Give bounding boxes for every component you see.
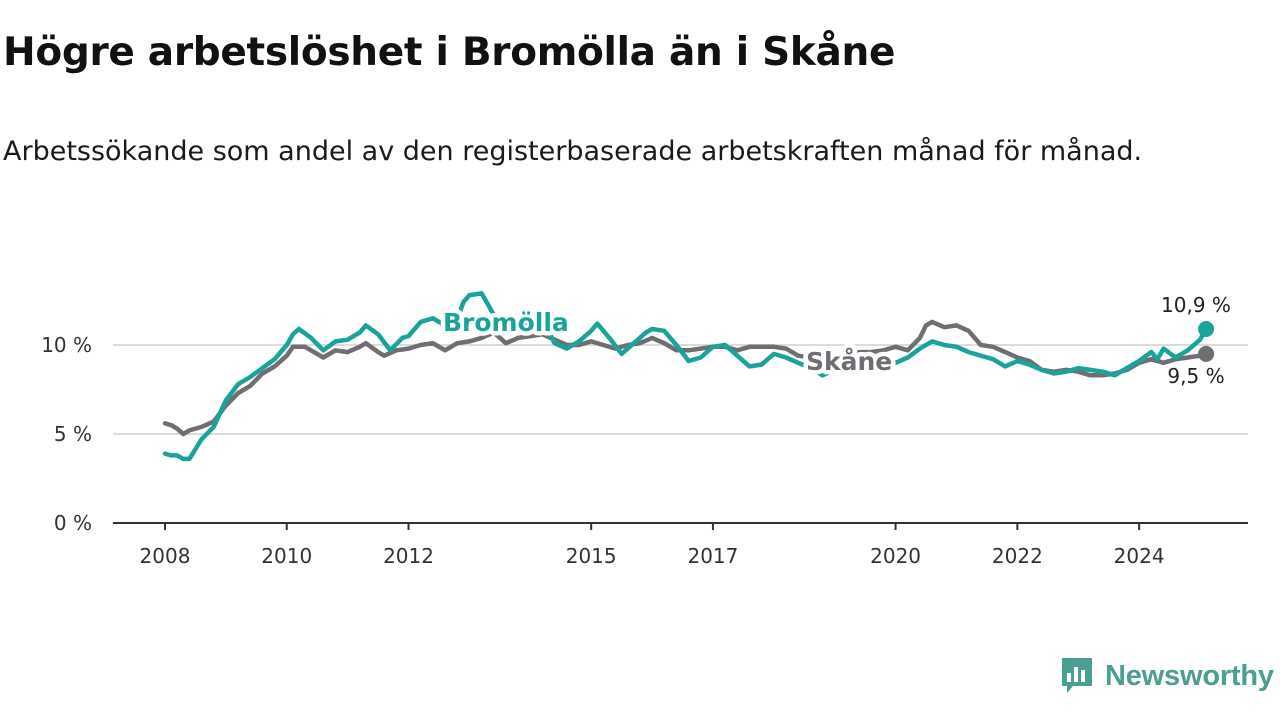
chart-subtitle: Arbetssökande som andel av den registerb…	[3, 136, 1143, 167]
series-line-skane	[162, 319, 1209, 437]
line-chart: 0 %5 %10 % 2008 2010 2012 2015 2017 2020 2022 2…	[41, 291, 1248, 568]
x-tick-label: 2024	[1114, 544, 1165, 568]
y-tick-label: 5 %	[54, 422, 92, 446]
x-tick-label: 2010	[261, 544, 312, 568]
series-lines	[162, 291, 1215, 462]
x-axis-ticks: 2008 2010 2012 2015 2017 2020 2022 2024	[140, 523, 1165, 568]
x-tick-label: 2008	[140, 544, 191, 568]
series-labels: Skåne Bromölla 10,9 % 9,5 %	[439, 293, 1231, 388]
newsworthy-logo: Newsworthy	[1059, 654, 1274, 698]
series-end-point	[1198, 345, 1215, 362]
series-line-bromolla	[162, 291, 1209, 462]
brand-name: Newsworthy	[1105, 659, 1274, 692]
series-end-point	[1198, 320, 1215, 337]
x-tick-label: 2017	[687, 544, 738, 568]
series-label-skane: Skåne	[806, 347, 892, 376]
series-label-bromolla: Bromölla	[443, 308, 569, 337]
x-tick-label: 2015	[566, 544, 617, 568]
chart-title: Högre arbetslöshet i Bromölla än i Skåne	[3, 30, 896, 75]
newsworthy-logo-icon	[1062, 658, 1092, 693]
x-tick-label: 2022	[992, 544, 1043, 568]
x-tick-label: 2020	[870, 544, 921, 568]
y-axis-ticks: 0 % 5 % 10 %	[41, 333, 92, 535]
x-tick-label: 2012	[383, 544, 434, 568]
y-tick-label: 10 %	[41, 333, 92, 357]
end-value-skane: 9,5 %	[1167, 364, 1224, 388]
end-value-bromolla: 10,9 %	[1161, 293, 1231, 317]
y-tick-label: 0 %	[54, 511, 92, 535]
